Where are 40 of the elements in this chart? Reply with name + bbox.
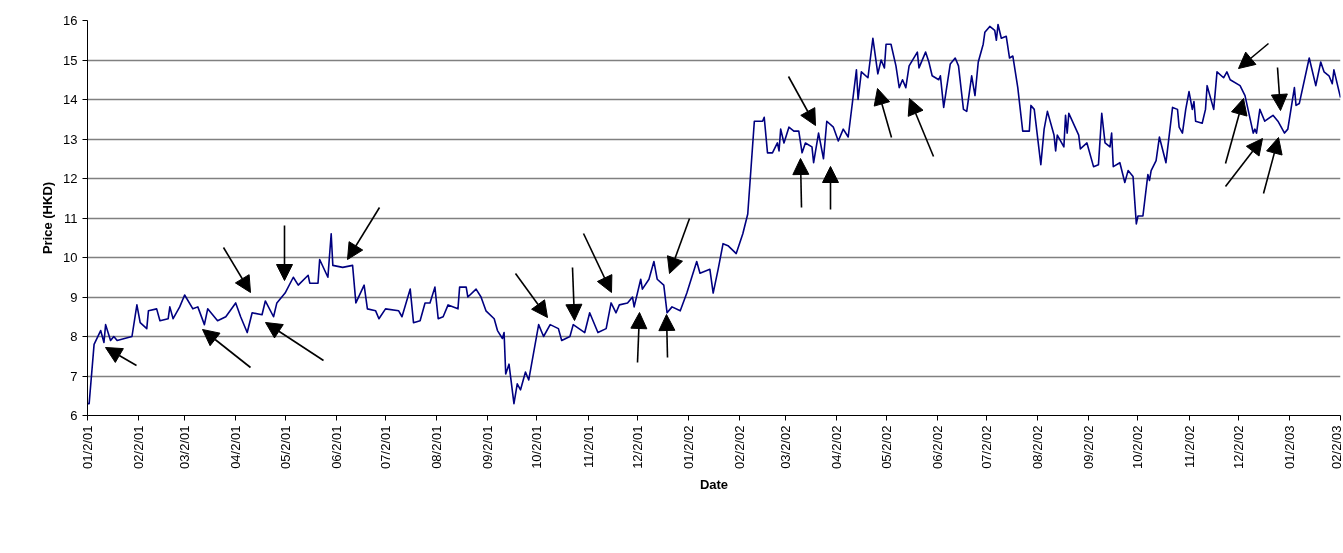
- x-tick-label: 02/2/03: [1328, 425, 1343, 469]
- x-tick-label: 12/2/02: [1230, 425, 1246, 469]
- x-tick-label: 05/2/01: [277, 425, 293, 469]
- x-tick-label: 07/2/01: [378, 425, 394, 469]
- y-tick-label: 14: [63, 92, 78, 107]
- x-tick-label: 01/2/03: [1281, 425, 1297, 469]
- line-series: [87, 23, 1341, 405]
- x-tick-label: 03/2/02: [778, 425, 794, 469]
- x-tick-label: 11/2/01: [580, 425, 596, 468]
- x-tick-label: 02/2/01: [131, 425, 147, 469]
- y-tick-label: 6: [70, 408, 78, 423]
- x-tick-label: 09/2/02: [1081, 425, 1097, 469]
- x-tick-label: 05/2/02: [878, 425, 894, 469]
- x-tick-label: 10/2/01: [529, 425, 545, 469]
- y-tick-label: 13: [63, 131, 78, 147]
- x-tick-label: 08/2/02: [1030, 425, 1046, 469]
- y-tick-label: 7: [70, 368, 78, 384]
- x-tick-label: 06/2/02: [929, 425, 945, 469]
- x-axis-title: Date: [699, 476, 729, 492]
- y-tick-label: 10: [63, 250, 78, 265]
- x-tick-label: 04/2/01: [228, 425, 244, 469]
- x-tick-label: 10/2/02: [1130, 425, 1146, 469]
- y-tick-label: 8: [70, 329, 78, 344]
- x-tick-label: 06/2/01: [328, 425, 344, 469]
- x-tick-label: 11/2/02: [1181, 425, 1197, 468]
- x-tick-label: 12/2/01: [629, 425, 645, 469]
- x-tick-label: 04/2/02: [829, 425, 845, 469]
- x-tick-label: 01/2/02: [680, 425, 696, 469]
- x-tick-label: 08/2/01: [429, 425, 445, 469]
- y-tick-label: 9: [70, 289, 78, 305]
- y-tick-label: 16: [63, 13, 78, 28]
- x-tick-label: 02/2/02: [732, 425, 748, 469]
- y-tick-label: 12: [63, 171, 78, 186]
- x-tick-label: 03/2/01: [177, 425, 193, 469]
- x-tick-label: 01/2/01: [80, 425, 95, 469]
- x-tick-label: 09/2/01: [480, 425, 496, 469]
- y-axis-title: Price (HKD): [40, 181, 56, 255]
- y-tick-label: 11: [64, 210, 78, 226]
- x-tick-label: 07/2/02: [979, 425, 994, 469]
- y-tick-label: 15: [63, 52, 78, 68]
